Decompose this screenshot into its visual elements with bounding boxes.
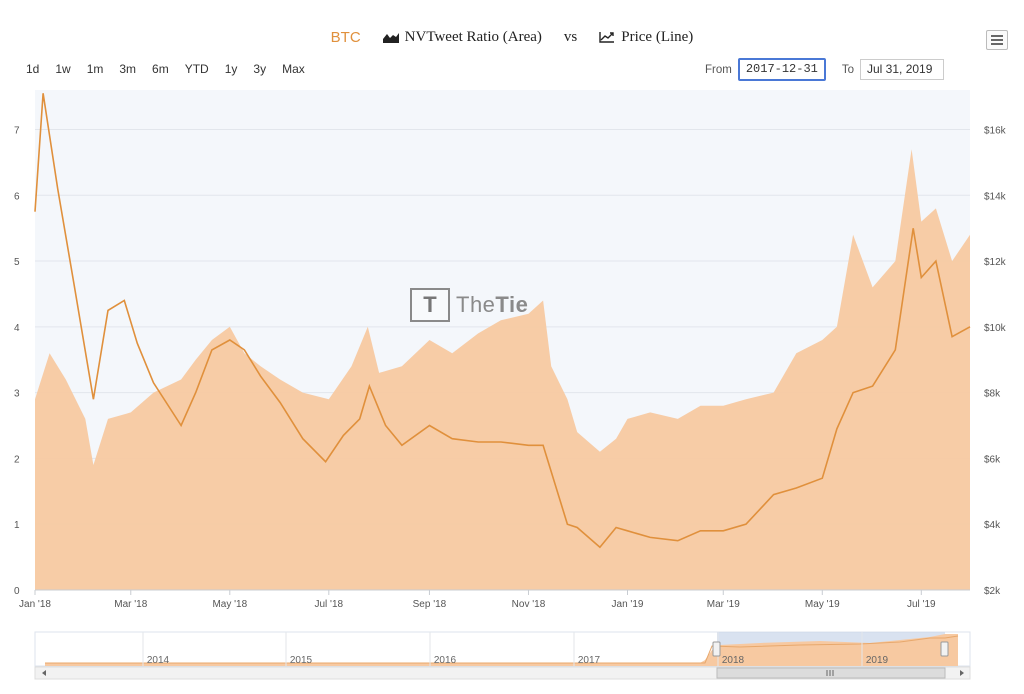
navigator-line [45, 635, 959, 664]
area-chart-icon [382, 33, 399, 43]
y-right-tick-label: $16k [984, 125, 1007, 136]
y-axis-right: $2k $4k $6k $8k $10k $12k $14k $16k [984, 125, 1007, 597]
range-button-1m[interactable]: 1m [86, 62, 104, 76]
scrollbar-thumb[interactable] [716, 667, 946, 679]
y-left-tick-label: 7 [14, 125, 20, 136]
scrollbar-right-arrow[interactable] [960, 670, 964, 676]
range-button-6m[interactable]: 6m [152, 62, 169, 76]
y-left-tick-label: 6 [14, 191, 20, 202]
navigator-handle-right[interactable] [940, 641, 949, 657]
x-axis: Jan '18 Mar '18 May '18 Jul '18 Sep '18 Nov '… [19, 589, 970, 610]
area-series-label: NVTweet Ratio (Area) [404, 28, 542, 45]
thetie-watermark: T TheTie [410, 288, 528, 322]
x-tick-label: Nov '18 [512, 599, 546, 610]
to-date-input[interactable]: Jul 31, 2019 [860, 59, 944, 80]
x-tick-label: Sep '18 [413, 599, 447, 610]
navigator-year-label: 2014 [147, 655, 170, 666]
navigator-handle-left[interactable] [712, 641, 721, 657]
range-button-3y[interactable]: 3y [253, 62, 267, 76]
date-range-inputs: From 2017-12-31 To Jul 31, 2019 [705, 58, 944, 81]
from-label: From [705, 63, 732, 76]
thetie-logo-icon: T [410, 288, 450, 322]
x-tick-label: Mar '19 [707, 599, 740, 610]
x-tick-label: May '18 [212, 599, 247, 610]
menu-icon [991, 35, 1003, 37]
chart-title: BTC NVTweet Ratio (Area) vs Price (Line) [0, 24, 1024, 50]
y-left-tick-label: 4 [14, 323, 20, 334]
range-button-ytd[interactable]: YTD [184, 62, 209, 76]
y-left-tick-label: 3 [14, 389, 20, 400]
legend-line[interactable]: Price (Line) [599, 29, 693, 46]
from-date-input[interactable]: 2017-12-31 [737, 58, 826, 81]
navigator-year-label: 2015 [290, 655, 313, 666]
navigator-year-label: 2019 [866, 655, 889, 666]
y-left-tick-label: 2 [14, 454, 20, 465]
y-right-tick-label: $14k [984, 191, 1007, 202]
x-tick-label: May '19 [805, 599, 840, 610]
range-button-1d[interactable]: 1d [26, 62, 40, 76]
watermark-text: TheTie [456, 292, 529, 317]
line-chart-icon [599, 32, 615, 43]
y-left-tick-label: 5 [14, 257, 20, 268]
x-tick-label: Jan '19 [612, 599, 644, 610]
range-selector: 1d 1w 1m 3m 6m YTD 1y 3y Max [18, 60, 313, 78]
nvtweet-area-series [35, 149, 970, 590]
gridlines [35, 128, 970, 591]
chart-menu-button[interactable] [986, 30, 1008, 50]
line-series-label: Price (Line) [621, 28, 694, 45]
vs-label: vs [563, 28, 578, 45]
navigator-year-label: 2017 [578, 655, 601, 666]
scrollbar[interactable] [34, 666, 971, 680]
navigator-area [45, 634, 958, 666]
navigator-year-label: 2018 [722, 655, 745, 666]
range-button-3m[interactable]: 3m [119, 62, 137, 76]
range-button-1w[interactable]: 1w [55, 62, 71, 76]
legend-area[interactable]: NVTweet Ratio (Area) [382, 28, 542, 46]
x-tick-label: Jul '19 [907, 599, 936, 610]
plot-background [35, 90, 970, 590]
y-left-tick-label: 1 [14, 520, 20, 531]
range-button-max[interactable]: Max [282, 62, 305, 76]
y-right-tick-label: $2k [984, 586, 1001, 597]
to-label: To [841, 63, 854, 76]
y-right-tick-label: $12k [984, 257, 1007, 268]
scrollbar-grip-icon [826, 670, 834, 676]
coin-label: BTC [330, 28, 361, 46]
x-tick-label: Jan '18 [19, 599, 51, 610]
y-axis-left: 0 1 2 3 4 5 6 7 [14, 125, 20, 597]
x-tick-label: Jul '18 [315, 599, 344, 610]
y-right-tick-label: $8k [984, 389, 1001, 400]
x-tick-label: Mar '18 [114, 599, 147, 610]
navigator-mask [717, 632, 945, 666]
y-left-tick-label: 0 [14, 586, 20, 597]
navigator-year-label: 2016 [434, 655, 457, 666]
y-right-tick-label: $4k [984, 520, 1001, 531]
y-right-tick-label: $10k [984, 323, 1007, 334]
navigator[interactable]: 2014 2015 2016 2017 2018 2019 [34, 631, 971, 667]
range-button-1y[interactable]: 1y [224, 62, 238, 76]
y-right-tick-label: $6k [984, 454, 1001, 465]
scrollbar-left-arrow[interactable] [42, 670, 46, 676]
